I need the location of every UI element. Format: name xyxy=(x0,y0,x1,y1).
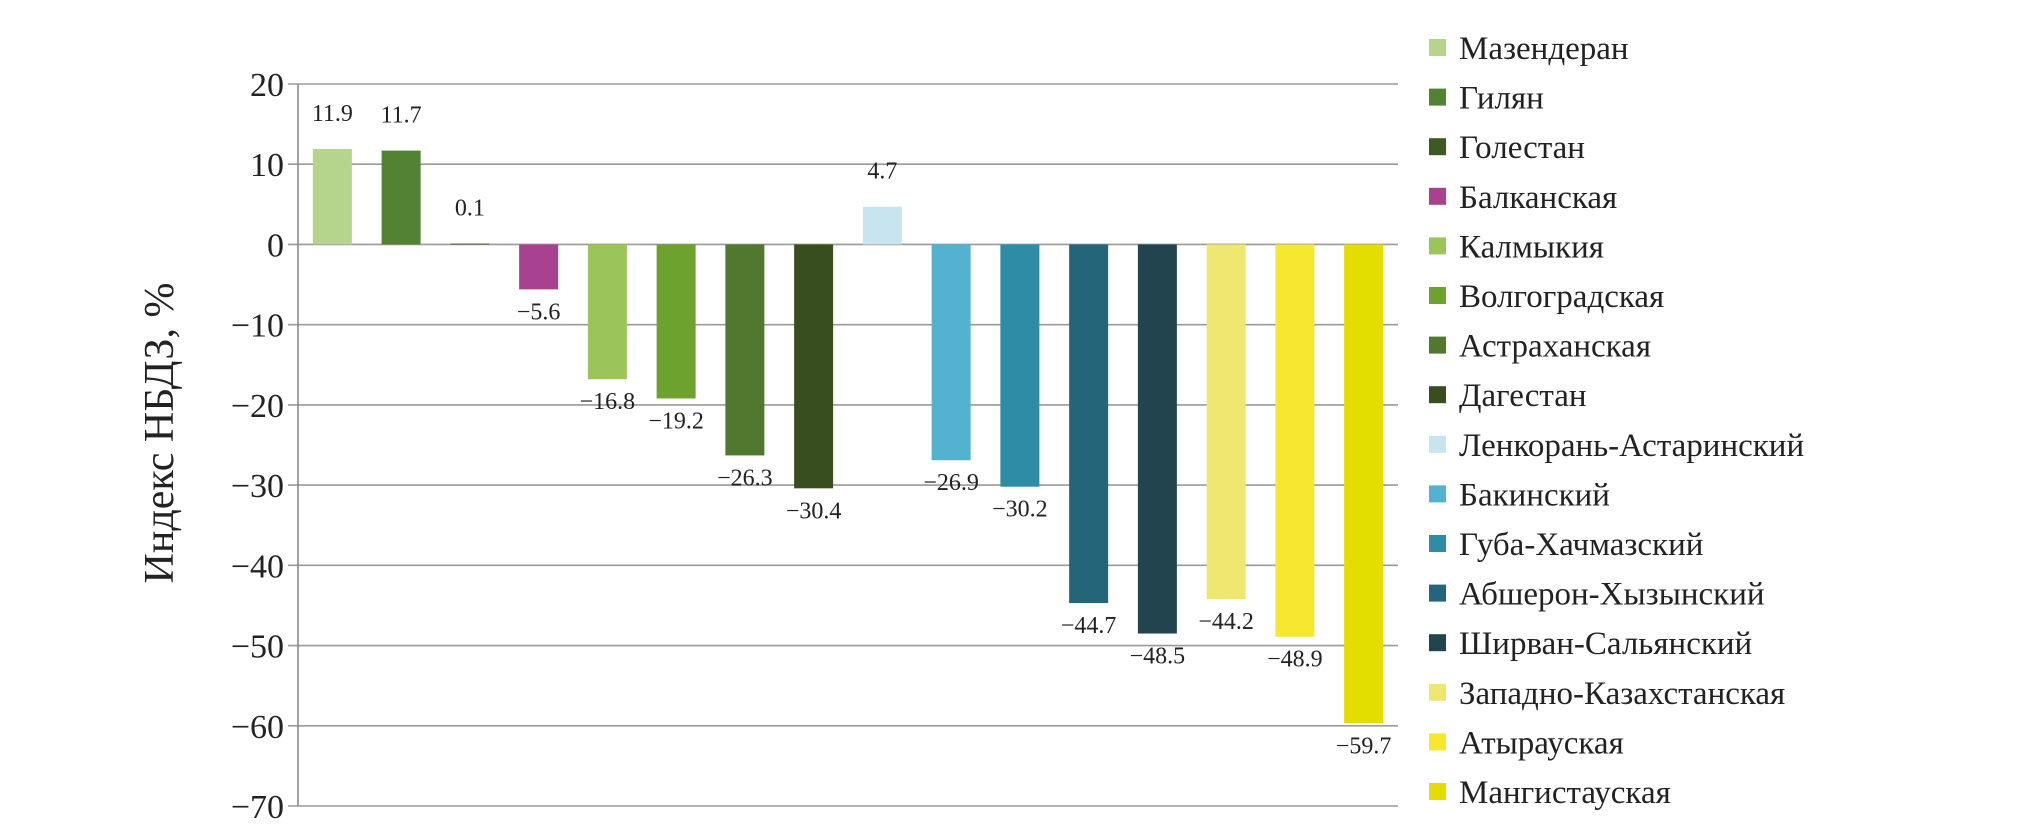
data-label: −59.7 xyxy=(1336,733,1392,759)
legend-entry-label: Волгоградская xyxy=(1459,279,1664,315)
y-axis-title: Индекс НБДЗ, % xyxy=(137,283,183,584)
y-tick-label: −30 xyxy=(231,468,284,505)
legend-swatch xyxy=(1429,336,1446,354)
legend-entry-label: Гилян xyxy=(1459,81,1544,117)
y-tick-label: −40 xyxy=(231,548,284,585)
legend-swatch xyxy=(1429,39,1446,56)
legend-entry-label: Калмыкия xyxy=(1459,229,1604,265)
data-label: −48.9 xyxy=(1267,647,1323,673)
data-label: −44.2 xyxy=(1198,609,1254,635)
bar xyxy=(1344,244,1384,724)
bar xyxy=(1275,244,1315,637)
bar xyxy=(381,150,421,245)
data-label: −26.3 xyxy=(717,465,773,491)
legend-entry-label: Бакинский xyxy=(1459,477,1610,513)
bars xyxy=(312,148,1384,724)
legend-entry-label: Мазендеран xyxy=(1459,31,1629,67)
legend-entry-label: Ширван-Сальянский xyxy=(1459,626,1752,662)
legend-swatch xyxy=(1429,88,1446,106)
data-labels: 11.9 11.7 0.1 −5.6 −16.8 −19.2 −26.3 −30.4 4.7 −2… xyxy=(312,101,1392,759)
y-tick-label: −20 xyxy=(231,388,284,425)
legend-swatch xyxy=(1429,634,1446,652)
legend-swatch xyxy=(1429,187,1446,205)
y-tick-label: 20 xyxy=(250,67,284,104)
data-label: 4.7 xyxy=(867,159,897,185)
data-label: 11.9 xyxy=(312,101,353,127)
bar xyxy=(1000,244,1040,487)
bar xyxy=(794,244,834,489)
legend-entry-label: Губа-Хачмазский xyxy=(1459,527,1703,563)
legend-entry-label: Голестан xyxy=(1459,130,1585,166)
bar xyxy=(450,243,490,245)
bar xyxy=(725,244,765,456)
data-label: −30.4 xyxy=(786,498,842,524)
legend-entry-label: Балканская xyxy=(1459,180,1617,216)
y-tick-label: −70 xyxy=(231,789,284,826)
data-label: −5.6 xyxy=(517,299,561,325)
y-tick-label: −50 xyxy=(231,629,284,666)
legend-entry-label: Ленкорань-Астаринский xyxy=(1459,428,1804,464)
y-axis: 20 10 0 −10 −20 −30 −40 −50 −60 −70 xyxy=(231,67,299,826)
bar xyxy=(862,206,902,245)
bar xyxy=(312,148,352,245)
legend-swatch xyxy=(1429,535,1446,552)
data-label: −16.8 xyxy=(580,389,636,415)
bar xyxy=(931,244,971,461)
y-tick-label: 10 xyxy=(250,147,284,184)
data-label: −30.2 xyxy=(992,497,1048,523)
data-label: 11.7 xyxy=(381,103,422,129)
data-label: −44.7 xyxy=(1061,613,1117,639)
data-label: −26.9 xyxy=(923,470,979,496)
data-label: −48.5 xyxy=(1130,644,1186,670)
legend-swatch xyxy=(1429,138,1446,156)
y-tick-label: −60 xyxy=(231,709,284,746)
bar xyxy=(519,244,559,290)
y-tick-label: 0 xyxy=(267,227,284,264)
bar xyxy=(656,244,696,399)
legend-swatch xyxy=(1429,435,1446,453)
bar xyxy=(1137,244,1177,634)
legend-entry-label: Мангистауская xyxy=(1459,775,1671,811)
legend-entry-label: Абшерон-Хызынский xyxy=(1459,577,1765,613)
data-label: −19.2 xyxy=(648,408,704,434)
legend-swatch xyxy=(1429,237,1446,255)
legend-swatch xyxy=(1429,386,1446,404)
legend-entry-label: Дагестан xyxy=(1459,378,1587,414)
legend-entry-label: Атырауская xyxy=(1459,725,1624,761)
y-tick-label: −10 xyxy=(231,308,284,345)
legend-swatch xyxy=(1429,733,1446,751)
legend-entry-label: Западно-Казахстанская xyxy=(1459,676,1785,712)
bar xyxy=(1206,244,1246,600)
legend: Мазендеран Гилян Голестан Балканская Калмыки… xyxy=(1429,31,1804,811)
legend-entry-label: Астраханская xyxy=(1459,329,1651,365)
legend-swatch xyxy=(1429,287,1446,304)
bar xyxy=(587,244,627,380)
legend-swatch xyxy=(1429,485,1446,503)
bar xyxy=(1069,244,1109,604)
legend-swatch xyxy=(1429,783,1446,800)
legend-swatch xyxy=(1429,584,1446,602)
legend-swatch xyxy=(1429,683,1446,701)
data-label: 0.1 xyxy=(455,196,485,222)
